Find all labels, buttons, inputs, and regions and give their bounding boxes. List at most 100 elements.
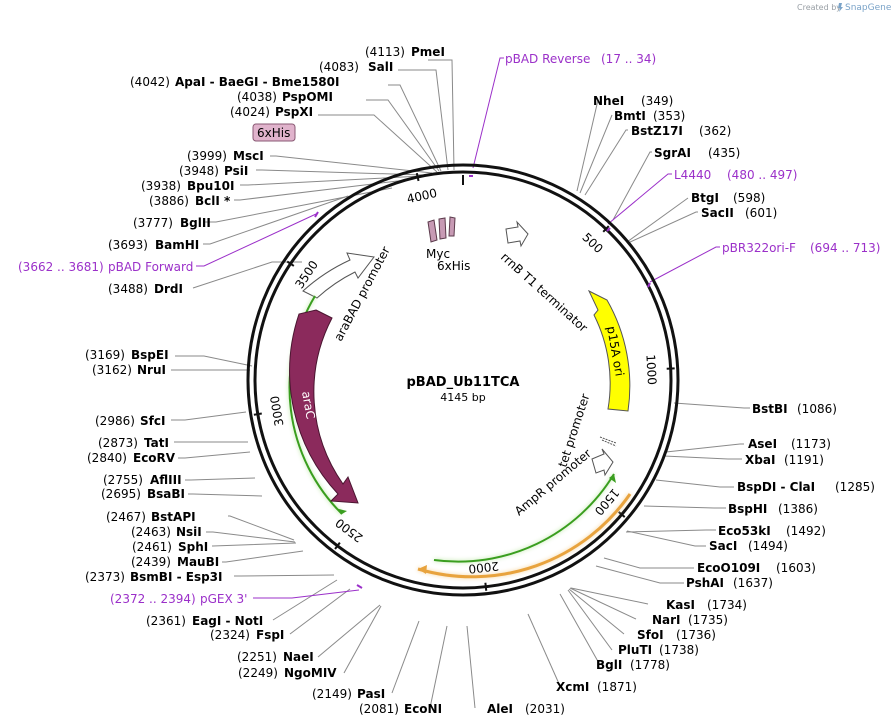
site-kasi[interactable]: KasI	[666, 598, 695, 612]
site-line-bsmbi	[234, 574, 335, 577]
site-pos-bsabi: (2695)	[101, 487, 141, 501]
site-line-bstz17i	[584, 129, 628, 196]
site-ecorv[interactable]: EcoRV	[133, 451, 176, 465]
site-xcmi[interactable]: XcmI	[556, 680, 589, 694]
site-line-nari	[569, 587, 637, 620]
site-eco53ki[interactable]: Eco53kI	[718, 524, 771, 538]
site-pos-kasi: (1734)	[707, 598, 747, 612]
site-ecoo109i[interactable]: EcoO109I	[697, 561, 760, 575]
site-drdi[interactable]: DrdI	[154, 282, 183, 296]
site-bmti[interactable]: BmtI	[614, 109, 646, 123]
site-line-btgi	[626, 197, 689, 243]
site-pshai[interactable]: PshAI	[686, 576, 724, 590]
site-ngomiv[interactable]: NgoMIV	[284, 666, 337, 680]
site-xbai[interactable]: XbaI	[745, 453, 775, 467]
site-alei[interactable]: AleI	[487, 702, 513, 716]
site-pos-pluti: (1738)	[659, 643, 699, 657]
site-pos-clai: (1285)	[835, 480, 875, 494]
site-pos-sfci: (2986)	[95, 414, 135, 428]
site-line-drdi	[192, 261, 302, 289]
site-econi[interactable]: EcoNI	[404, 702, 442, 716]
site-asei[interactable]: AseI	[748, 437, 777, 451]
site-eagi[interactable]: EagI - NotI	[192, 614, 263, 628]
rrnb-terminator-icon	[505, 220, 529, 248]
sixhis-label: 6xHis	[437, 259, 470, 273]
primer-range-l4440: (480 .. 497)	[727, 168, 797, 182]
primer-pgex[interactable]: pGEX 3'	[200, 592, 247, 606]
site-line-bsphi	[643, 505, 726, 509]
site-pos-bcli: (3886)	[149, 194, 189, 208]
site-nsii[interactable]: NsiI	[176, 525, 202, 539]
site-clai[interactable]: BspDI - ClaI	[737, 480, 815, 494]
site-sfci[interactable]: SfcI	[140, 414, 165, 428]
site-bspei[interactable]: BspEI	[131, 348, 169, 362]
site-nari[interactable]: NarI	[652, 613, 681, 627]
site-afliii[interactable]: AflIII	[150, 473, 182, 487]
site-maubi[interactable]: MauBI	[177, 555, 219, 569]
site-pos-psii: (3948)	[179, 164, 219, 178]
site-bgli[interactable]: BglI	[596, 658, 622, 672]
site-bglii[interactable]: BglII	[180, 216, 211, 230]
site-bamhi[interactable]: BamHI	[155, 238, 199, 252]
site-sacii[interactable]: SacII	[701, 206, 734, 220]
site-line-sali	[398, 69, 449, 171]
site-msci[interactable]: MscI	[233, 149, 264, 163]
site-sfoi[interactable]: SfoI	[637, 628, 664, 642]
site-bstapi[interactable]: BstAPI	[151, 510, 196, 524]
p15a-ori-arc	[587, 289, 631, 412]
primer-pbad-forward[interactable]: pBAD Forward	[108, 260, 193, 274]
primer-range-pbad-forward: (3662 .. 3681)	[18, 260, 104, 274]
site-apai[interactable]: ApaI - BaeGI - Bme1580I	[175, 75, 339, 89]
site-line-ecorv	[178, 451, 251, 459]
site-pos-sphi: (2461)	[132, 540, 172, 554]
site-sali[interactable]: SalI	[368, 60, 393, 74]
site-line-bglii	[205, 187, 393, 223]
site-bpu10i[interactable]: Bpu10I	[187, 179, 234, 193]
site-pos-msci: (3999)	[187, 149, 227, 163]
site-line-pspxi	[318, 114, 438, 173]
site-tati[interactable]: TatI	[144, 436, 169, 450]
site-connector-lines	[171, 59, 750, 709]
site-psii[interactable]: PsiI	[224, 164, 248, 178]
primer-pbad-reverse[interactable]: pBAD Reverse	[505, 52, 590, 66]
primer-l4440[interactable]: L4440	[674, 168, 711, 182]
site-pos-eco53ki: (1492)	[786, 524, 826, 538]
site-bstbi[interactable]: BstBI	[752, 402, 788, 416]
site-naei[interactable]: NaeI	[283, 650, 314, 664]
site-pos-bpu10i: (3938)	[141, 179, 181, 193]
primer-line-pbad-forward	[196, 213, 317, 267]
site-bcli[interactable]: BclI *	[195, 194, 231, 208]
site-fspi[interactable]: FspI	[256, 628, 284, 642]
site-bsphi[interactable]: BspHI	[728, 502, 767, 516]
site-pspomi[interactable]: PspOMI	[282, 90, 333, 104]
ampr-orange-arc	[417, 493, 632, 579]
site-pspxi[interactable]: PspXI	[275, 105, 313, 119]
site-sgrai[interactable]: SgrAI	[654, 146, 691, 160]
site-line-eagi	[272, 579, 338, 621]
site-pos-ngomiv: (2249)	[238, 666, 278, 680]
primer-pbr322ori-f[interactable]: pBR322ori-F	[722, 241, 796, 255]
site-pos-bspei: (3169)	[85, 348, 125, 362]
site-bstz17i[interactable]: BstZ17I	[631, 124, 683, 138]
site-line-bgli	[559, 593, 601, 666]
site-bsmbi[interactable]: BsmBI - Esp3I	[130, 570, 222, 584]
site-drui[interactable]: NruI	[137, 363, 166, 377]
site-pos-nhei: (349)	[641, 94, 673, 108]
site-nhei[interactable]: NheI	[593, 94, 624, 108]
site-bsabi[interactable]: BsaBI	[147, 487, 185, 501]
site-pmei[interactable]: PmeI	[411, 45, 445, 59]
site-btgi[interactable]: BtgI	[691, 191, 719, 205]
site-line-nhei	[576, 99, 599, 192]
site-sphi[interactable]: SphI	[178, 540, 208, 554]
credit-text: Created by	[797, 3, 841, 12]
site-saci[interactable]: SacI	[709, 539, 737, 553]
primer-connector-lines	[196, 57, 720, 599]
tick-mark	[617, 511, 626, 518]
site-pos-ecoo109i: (1603)	[776, 561, 816, 575]
site-pasi[interactable]: PasI	[357, 687, 385, 701]
site-pluti[interactable]: PluTI	[618, 643, 652, 657]
plasmid-name: pBAD_Ub11TCA	[407, 375, 520, 390]
site-pos-pmei: (4113)	[365, 45, 405, 59]
site-line-xcmi	[527, 613, 561, 687]
